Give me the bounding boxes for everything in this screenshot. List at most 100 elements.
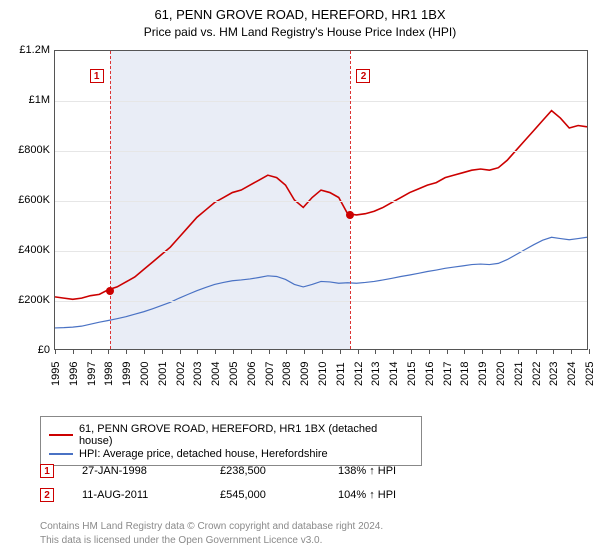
chart-container: 12 £0£200K£400K£600K£800K£1M£1.2M 199519… (0, 44, 600, 404)
x-tick-label: 2020 (495, 362, 507, 386)
y-tick-label: £400K (2, 244, 50, 256)
x-tick (358, 349, 359, 354)
x-tick-label: 2013 (370, 362, 382, 386)
x-tick-label: 2007 (264, 362, 276, 386)
x-tick-label: 2016 (424, 362, 436, 386)
x-tick (322, 349, 323, 354)
x-tick (340, 349, 341, 354)
x-tick-label: 2000 (139, 362, 151, 386)
x-tick-label: 2002 (175, 362, 187, 386)
plot-area: 12 (54, 50, 588, 350)
sale-hpi: 138% ↑ HPI (338, 465, 438, 477)
x-tick-label: 2017 (442, 362, 454, 386)
x-tick-label: 2012 (353, 362, 365, 386)
sale-dashed-line (350, 51, 351, 349)
x-tick-label: 2021 (513, 362, 525, 386)
x-tick (286, 349, 287, 354)
x-tick-label: 2018 (459, 362, 471, 386)
x-tick-label: 2015 (406, 362, 418, 386)
sale-date: 11-AUG-2011 (82, 489, 192, 501)
legend-swatch (49, 434, 73, 436)
x-tick (375, 349, 376, 354)
x-tick (126, 349, 127, 354)
x-tick (518, 349, 519, 354)
x-tick (500, 349, 501, 354)
footer-attribution: Contains HM Land Registry data © Crown c… (40, 520, 383, 547)
x-tick (197, 349, 198, 354)
x-tick (55, 349, 56, 354)
sale-badge: 1 (40, 464, 54, 478)
x-tick (447, 349, 448, 354)
sales-row: 1 27-JAN-1998 £238,500 138% ↑ HPI (40, 464, 438, 478)
x-tick (73, 349, 74, 354)
x-tick-label: 2014 (388, 362, 400, 386)
sale-hpi: 104% ↑ HPI (338, 489, 438, 501)
x-tick-label: 1997 (86, 362, 98, 386)
footer-line1: Contains HM Land Registry data © Crown c… (40, 520, 383, 534)
x-tick-label: 1996 (68, 362, 80, 386)
x-tick (304, 349, 305, 354)
x-tick-label: 2009 (299, 362, 311, 386)
footer-line2: This data is licensed under the Open Gov… (40, 534, 383, 548)
y-tick-label: £0 (2, 344, 50, 356)
gridline (55, 201, 587, 202)
legend-row: HPI: Average price, detached house, Here… (49, 448, 413, 460)
y-tick-label: £600K (2, 194, 50, 206)
x-tick (429, 349, 430, 354)
sale-badge: 2 (356, 69, 370, 83)
sales-table: 1 27-JAN-1998 £238,500 138% ↑ HPI 2 11-AUG-20… (40, 460, 438, 512)
x-tick (482, 349, 483, 354)
chart-title: 61, PENN GROVE ROAD, HEREFORD, HR1 1BX (0, 0, 600, 24)
gridline (55, 101, 587, 102)
x-tick-label: 1995 (50, 362, 62, 386)
legend-label: 61, PENN GROVE ROAD, HEREFORD, HR1 1BX (… (79, 423, 413, 447)
y-tick-label: £200K (2, 294, 50, 306)
x-tick-label: 1998 (103, 362, 115, 386)
legend-label: HPI: Average price, detached house, Here… (79, 448, 328, 460)
gridline (55, 251, 587, 252)
x-tick-label: 2006 (246, 362, 258, 386)
chart-subtitle: Price paid vs. HM Land Registry's House … (0, 25, 600, 39)
legend-swatch (49, 453, 73, 455)
sale-marker (106, 287, 114, 295)
x-tick (269, 349, 270, 354)
x-tick-label: 2010 (317, 362, 329, 386)
x-tick-label: 2001 (157, 362, 169, 386)
x-tick (91, 349, 92, 354)
x-tick-label: 1999 (121, 362, 133, 386)
sale-badge: 1 (90, 69, 104, 83)
x-tick-label: 2005 (228, 362, 240, 386)
sale-badge: 2 (40, 488, 54, 502)
x-tick-label: 2023 (548, 362, 560, 386)
x-tick-label: 2008 (281, 362, 293, 386)
sale-price: £238,500 (220, 465, 310, 477)
x-tick-label: 2003 (192, 362, 204, 386)
x-tick (589, 349, 590, 354)
x-tick-label: 2024 (566, 362, 578, 386)
sale-price: £545,000 (220, 489, 310, 501)
x-tick (393, 349, 394, 354)
sale-date: 27-JAN-1998 (82, 465, 192, 477)
gridline (55, 151, 587, 152)
y-tick-label: £1.2M (2, 44, 50, 56)
x-tick (411, 349, 412, 354)
x-tick (108, 349, 109, 354)
series-svg (55, 51, 587, 349)
gridline (55, 301, 587, 302)
x-tick (162, 349, 163, 354)
x-tick-label: 2019 (477, 362, 489, 386)
x-tick-label: 2022 (531, 362, 543, 386)
legend: 61, PENN GROVE ROAD, HEREFORD, HR1 1BX (… (40, 416, 422, 466)
x-tick (571, 349, 572, 354)
x-tick (464, 349, 465, 354)
y-tick-label: £800K (2, 144, 50, 156)
x-tick (233, 349, 234, 354)
series-price_paid (55, 111, 587, 300)
x-tick (536, 349, 537, 354)
x-tick (144, 349, 145, 354)
y-tick-label: £1M (2, 94, 50, 106)
x-tick (251, 349, 252, 354)
x-tick-label: 2004 (210, 362, 222, 386)
legend-row: 61, PENN GROVE ROAD, HEREFORD, HR1 1BX (… (49, 423, 413, 447)
x-tick-label: 2011 (335, 362, 347, 386)
